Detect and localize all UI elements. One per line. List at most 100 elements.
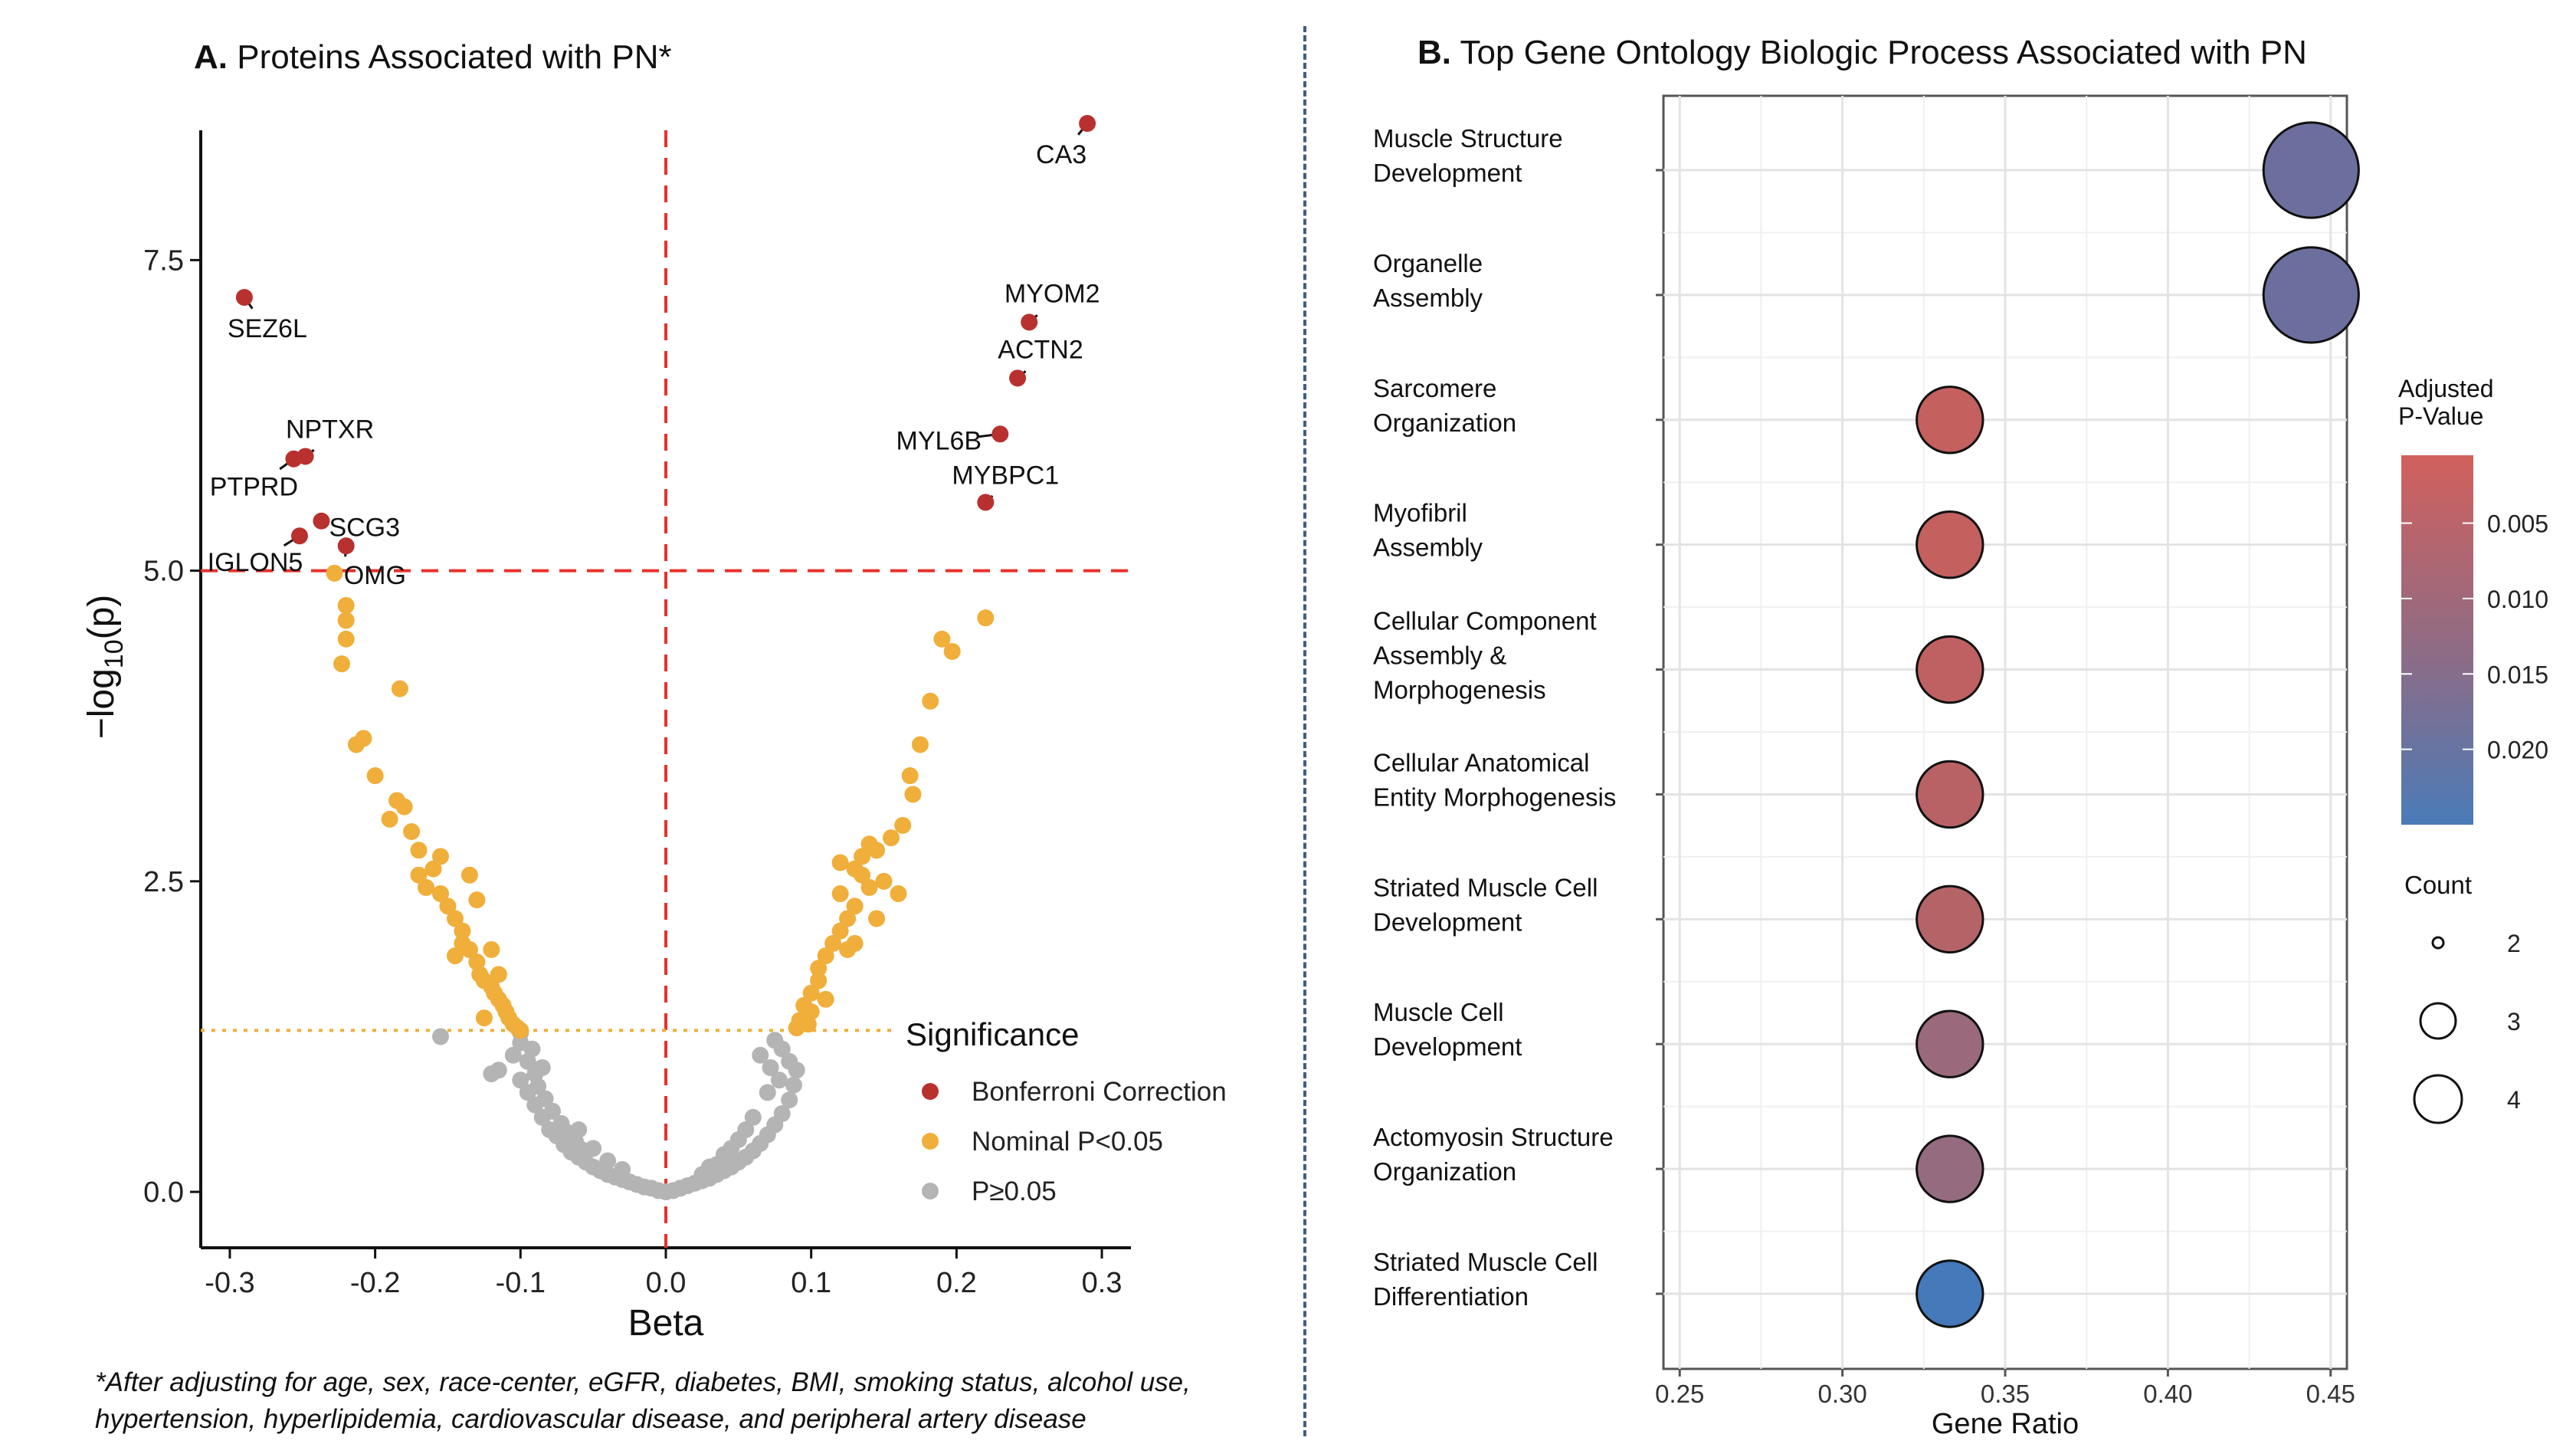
nonsig-point bbox=[614, 1160, 631, 1178]
go-term-dot bbox=[1916, 884, 1984, 954]
nominal-point bbox=[381, 810, 398, 828]
footnote-line-2: hypertension, hyperlipidemia, cardiovasc… bbox=[95, 1404, 1086, 1434]
nominal-point bbox=[431, 848, 449, 865]
nominal-point bbox=[410, 842, 428, 859]
nominal-point bbox=[868, 910, 886, 927]
bonferroni-point bbox=[977, 494, 995, 511]
bonferroni-point bbox=[1009, 369, 1027, 387]
nominal-point bbox=[418, 878, 435, 896]
go-term-label: Development bbox=[1373, 907, 1522, 936]
bonferroni-point bbox=[991, 425, 1009, 443]
volcano-y-axis-title-end: (p) bbox=[81, 595, 122, 640]
nominal-point bbox=[439, 898, 457, 915]
go-term-label: Myofibril bbox=[1373, 499, 1467, 527]
go-term-label: Differentiation bbox=[1373, 1282, 1529, 1311]
go-color-legend-title: P-Value bbox=[2398, 402, 2483, 430]
go-dot-plot: 0.25 0.30 0.35 0.40 0.45 Gene Ratio Muscle Str… bbox=[1373, 94, 2548, 1440]
go-color-bar bbox=[2401, 455, 2473, 825]
bonferroni-point-label: ACTN2 bbox=[998, 335, 1083, 364]
go-term-dot bbox=[1916, 1259, 1984, 1328]
bonferroni-point bbox=[313, 512, 330, 530]
go-term-dot bbox=[1916, 1134, 1984, 1203]
nominal-point bbox=[831, 922, 849, 940]
nominal-point bbox=[933, 630, 951, 648]
go-term-dot bbox=[2262, 246, 2360, 344]
go-term-dot bbox=[1916, 760, 1984, 829]
go-term-label: Actomyosin Structure bbox=[1373, 1123, 1614, 1151]
go-term-label: Muscle Structure bbox=[1373, 124, 1563, 153]
nominal-point bbox=[410, 866, 428, 884]
volcano-y-tick-label: 0.0 bbox=[143, 1177, 184, 1209]
nominal-point bbox=[901, 767, 919, 785]
volcano-x-tick-label: 0.1 bbox=[791, 1267, 831, 1299]
go-color-tick-label: 0.015 bbox=[2487, 661, 2548, 688]
go-x-tick-label: 0.40 bbox=[2143, 1380, 2192, 1408]
bonferroni-point bbox=[1079, 115, 1096, 133]
nominal-point bbox=[883, 829, 900, 847]
bonferroni-point-label: MYL6B bbox=[896, 426, 982, 455]
nonsig-point bbox=[766, 1032, 784, 1049]
nominal-point bbox=[483, 940, 500, 958]
nonsig-point bbox=[431, 1028, 449, 1045]
bonferroni-point-label: SEZ6L bbox=[228, 314, 307, 343]
panel-a-letter: A. bbox=[194, 38, 228, 76]
go-term-label: Sarcomere bbox=[1373, 374, 1496, 402]
nominal-point bbox=[875, 872, 893, 890]
go-term-label: Organelle bbox=[1373, 249, 1483, 277]
nonsig-point bbox=[770, 1072, 788, 1089]
nominal-point bbox=[890, 885, 907, 903]
nominal-point bbox=[846, 898, 864, 915]
nonsig-point bbox=[504, 1046, 522, 1064]
nominal-point bbox=[490, 966, 507, 983]
nonsig-point bbox=[523, 1040, 541, 1058]
nominal-point bbox=[799, 1016, 817, 1033]
volcano-y-tick-label: 2.5 bbox=[143, 866, 184, 898]
volcano-legend-title: Significance bbox=[906, 1016, 1079, 1052]
volcano-legend-label: Bonferroni Correction bbox=[972, 1077, 1227, 1107]
go-x-tick-label: 0.30 bbox=[1818, 1380, 1867, 1408]
go-x-tick-label: 0.45 bbox=[2306, 1380, 2355, 1408]
nominal-point bbox=[337, 596, 355, 614]
volcano-legend-swatch bbox=[922, 1083, 939, 1100]
nonsig-point bbox=[781, 1091, 798, 1109]
panel-b-letter: B. bbox=[1417, 34, 1451, 71]
go-size-legend-circle bbox=[2419, 1002, 2457, 1040]
panel-b-title-text: Top Gene Ontology Biologic Process Assoc… bbox=[1460, 34, 2307, 71]
go-term-dot bbox=[1916, 386, 1984, 455]
go-size-legend-label: 3 bbox=[2507, 1008, 2521, 1035]
go-term-label: Striated Muscle Cell bbox=[1373, 873, 1598, 901]
bonferroni-point bbox=[337, 537, 355, 555]
go-term-dot bbox=[1916, 635, 1984, 704]
go-term-label: Cellular Anatomical bbox=[1373, 748, 1589, 776]
nominal-point bbox=[894, 816, 912, 834]
volcano-plot: -0.3 -0.2 -0.1 0.0 0.1 0.2 0.3 0.0 2.5 5.0 7.5 Beta… bbox=[81, 115, 1227, 1344]
footnote-line-1: *After adjusting for age, sex, race-cent… bbox=[95, 1367, 1191, 1397]
panel-a-title: A. Proteins Associated with PN* bbox=[194, 38, 672, 77]
go-x-axis-title: Gene Ratio bbox=[1932, 1408, 2079, 1440]
volcano-legend-label: Nominal P<0.05 bbox=[972, 1127, 1163, 1157]
panel-a-title-text: Proteins Associated with PN* bbox=[237, 38, 672, 76]
go-term-label: Striated Muscle Cell bbox=[1373, 1248, 1598, 1276]
go-term-label: Morphogenesis bbox=[1373, 676, 1546, 704]
volcano-x-tick-label: 0.2 bbox=[936, 1267, 977, 1299]
nominal-point bbox=[831, 854, 849, 871]
nominal-point bbox=[846, 934, 864, 952]
nominal-point bbox=[831, 885, 849, 903]
nominal-point bbox=[911, 736, 929, 753]
volcano-y-tick-label: 7.5 bbox=[143, 244, 184, 277]
nonsig-point bbox=[708, 1156, 726, 1173]
nominal-point bbox=[839, 910, 857, 927]
volcano-x-tick-label: 0.3 bbox=[1082, 1267, 1122, 1299]
bonferroni-point bbox=[1021, 313, 1038, 331]
nominal-point bbox=[854, 848, 871, 865]
bonferroni-point bbox=[290, 527, 308, 545]
nominal-point bbox=[817, 947, 834, 965]
go-term-label: Development bbox=[1373, 1032, 1522, 1061]
go-term-dot bbox=[2262, 121, 2360, 219]
nominal-point bbox=[337, 612, 355, 629]
nonsig-point bbox=[752, 1046, 769, 1064]
bonferroni-point-label: MYBPC1 bbox=[952, 461, 1059, 490]
bonferroni-point-label: MYOM2 bbox=[1005, 279, 1100, 308]
footnote: *After adjusting for age, sex, race-cent… bbox=[95, 1364, 1191, 1438]
